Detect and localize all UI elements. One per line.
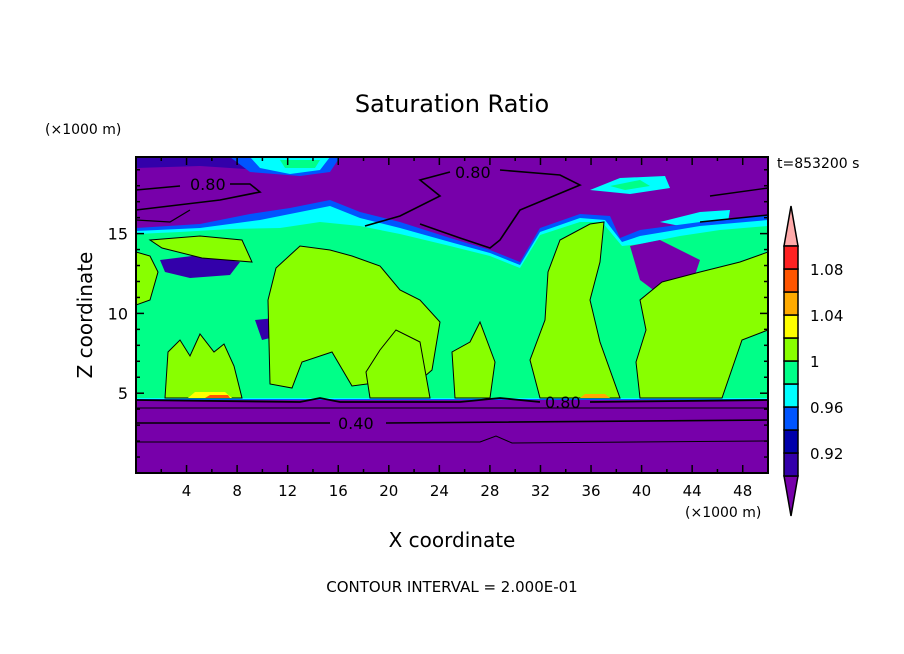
colorbar-under-triangle bbox=[783, 475, 799, 517]
colorbar-swatch bbox=[783, 406, 799, 431]
contour-label: 0.40 bbox=[338, 414, 374, 433]
colorbar-swatch bbox=[783, 245, 799, 270]
x-units-label: (×1000 m) bbox=[685, 505, 761, 521]
colorbar-label: 0.92 bbox=[810, 445, 843, 463]
region-1.06 bbox=[205, 395, 230, 398]
contour-label: 0.80 bbox=[455, 163, 491, 182]
region-hole bbox=[160, 255, 240, 278]
colorbar-label: 1.08 bbox=[810, 261, 843, 279]
colorbar-over-triangle bbox=[783, 205, 799, 247]
y-tick-label: 15 bbox=[108, 225, 128, 244]
x-tick-label: 4 bbox=[182, 482, 192, 500]
contour-label: 0.80 bbox=[190, 175, 226, 194]
colorbar-swatch bbox=[783, 268, 799, 293]
region-1.02 bbox=[635, 251, 768, 399]
colorbar-swatch bbox=[783, 337, 799, 362]
y-axis-label: Z coordinate bbox=[73, 252, 97, 379]
colorbar-swatch bbox=[783, 452, 799, 477]
region-1.02 bbox=[365, 329, 431, 399]
contour-line bbox=[136, 435, 768, 444]
region-1.02 bbox=[148, 235, 253, 263]
x-tick-label: 20 bbox=[379, 482, 398, 500]
x-tick-label: 40 bbox=[632, 482, 651, 500]
region-upper-green bbox=[610, 180, 650, 190]
x-tick-label: 28 bbox=[480, 482, 499, 500]
time-label: t=853200 s bbox=[777, 156, 859, 172]
x-tick-label: 8 bbox=[232, 482, 242, 500]
colorbar-label: 0.96 bbox=[810, 399, 843, 417]
x-tick-label: 44 bbox=[683, 482, 702, 500]
y-tick-label: 10 bbox=[108, 304, 128, 323]
colorbar-swatch bbox=[783, 383, 799, 408]
x-tick-label: 16 bbox=[329, 482, 348, 500]
contour-line-0.80 bbox=[364, 169, 582, 249]
contour-line bbox=[699, 187, 768, 223]
y-tick-label: 5 bbox=[118, 384, 128, 403]
y-units-label: (×1000 m) bbox=[45, 122, 121, 138]
colorbar-label: 1 bbox=[810, 353, 820, 371]
contour-field: 0.80 0.80 0.80 0.40 bbox=[135, 156, 769, 474]
x-tick-label: 48 bbox=[733, 482, 752, 500]
x-axis-label: X coordinate bbox=[389, 528, 516, 552]
region-1.02 bbox=[136, 251, 159, 306]
colorbar-swatch bbox=[783, 314, 799, 339]
contour-label: 0.80 bbox=[545, 393, 581, 412]
x-tick-label: 36 bbox=[581, 482, 600, 500]
colorbar-swatch bbox=[783, 291, 799, 316]
x-tick-label: 12 bbox=[278, 482, 297, 500]
colorbar-swatch bbox=[783, 429, 799, 454]
x-axis: 4 8 12 16 20 24 28 32 36 40 44 48 bbox=[160, 157, 752, 500]
contour-line-0.80 bbox=[136, 397, 768, 403]
plot-frame bbox=[135, 156, 769, 474]
colorbar: 1.08 1.04 1 0.96 0.92 bbox=[783, 205, 843, 517]
colorbar-label: 1.04 bbox=[810, 307, 843, 325]
contour-line-0.80 bbox=[136, 183, 262, 211]
contour-line-0.40 bbox=[136, 419, 768, 424]
contour-interval-label: CONTOUR INTERVAL = 2.000E-01 bbox=[326, 578, 577, 596]
region-1.02 bbox=[529, 221, 621, 399]
region-1.04 bbox=[580, 394, 610, 398]
colorbar-swatch bbox=[783, 360, 799, 385]
x-tick-label: 24 bbox=[430, 482, 449, 500]
contour-line bbox=[136, 209, 191, 223]
region-1.02 bbox=[451, 320, 496, 399]
chart-title: Saturation Ratio bbox=[355, 90, 549, 118]
y-axis: 5 10 15 bbox=[108, 169, 768, 458]
region-1.02 bbox=[164, 333, 243, 399]
region-top-green bbox=[280, 160, 320, 168]
x-tick-label: 32 bbox=[531, 482, 550, 500]
